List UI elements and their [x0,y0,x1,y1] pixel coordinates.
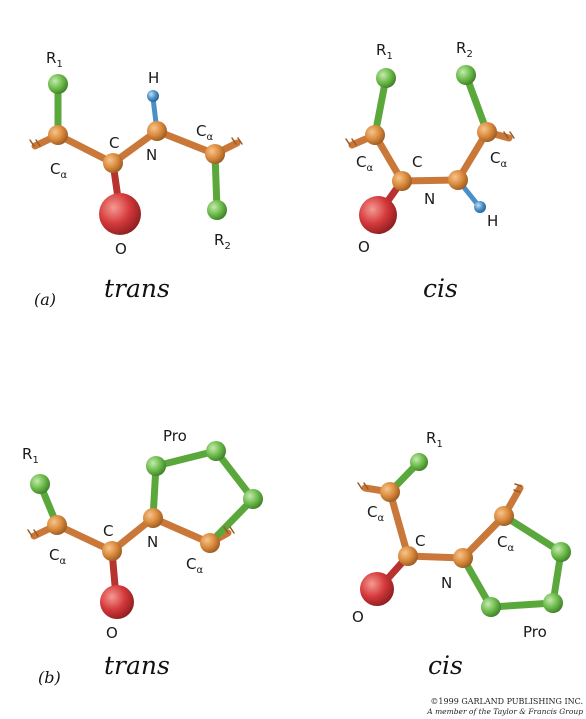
part-label-a: (a) [34,290,56,309]
nitrogen-atom [453,548,473,568]
oxygen-atom [100,585,134,619]
bond-n-ca [153,127,219,158]
carbonyl-carbon-atom [398,546,418,566]
c-alpha-atom [205,144,225,164]
pro-label: Pro [523,623,547,641]
panel-a-cis: R1 R2 Cα C N O H Cα cis [345,39,515,303]
bond-ring [152,447,220,470]
oxygen-atom [360,572,394,606]
h-label: H [148,69,159,87]
ca-label: Cα [196,122,213,143]
n-label: N [146,146,157,164]
nitrogen-atom [147,121,167,141]
pro-label: Pro [163,427,187,445]
c-alpha-atom [477,122,497,142]
cis-caption: cis [428,651,463,680]
bond-ca-c [53,521,116,555]
r1-label: R1 [426,429,443,450]
hydrogen-atom [147,90,159,102]
o-label: O [106,624,118,642]
cis-caption: cis [423,274,458,303]
ca-label: Cα [49,546,66,567]
bond-ring [206,495,257,547]
r1-label: R1 [376,41,393,62]
c-label: C [103,522,113,540]
o-label: O [352,608,364,626]
c-label: C [109,134,119,152]
nitrogen-atom [143,508,163,528]
r2-label: R2 [214,231,231,252]
proline-ring-atom [206,441,226,461]
n-label: N [424,190,435,208]
bond-ring [500,512,565,556]
c-alpha-atom [200,533,220,553]
h-label: H [487,212,498,230]
trans-caption: trans [104,651,170,680]
n-label: N [147,533,158,551]
carbonyl-carbon-atom [392,171,412,191]
o-label: O [358,238,370,256]
ca-label: Cα [356,153,373,174]
r1-atom [376,68,396,88]
r1-atom [48,74,68,94]
ca-label: Cα [490,149,507,170]
c-alpha-atom [380,482,400,502]
part-label-b: (b) [38,668,61,687]
ca-label: Cα [367,503,384,524]
c-label: C [412,153,422,171]
ca-label: Cα [186,555,203,576]
panel-a-trans: R1 H C N Cα Cα O R2 trans [29,49,243,303]
o-label: O [115,240,127,258]
r1-label: R1 [22,445,39,466]
c-alpha-atom [47,515,67,535]
carbonyl-carbon-atom [103,153,123,173]
oxygen-atom [359,196,397,234]
oxygen-atom [99,193,141,235]
proline-ring-atom [243,489,263,509]
r2-atom [207,200,227,220]
c-alpha-atom [494,506,514,526]
ca-label: Cα [497,533,514,554]
bond-ca-c [386,488,412,560]
panel-b-cis: R1 Cα C N Cα O Pro cis [352,429,571,680]
trans-caption: trans [104,274,170,303]
r1-atom [410,453,428,471]
bond-ring [487,599,557,611]
carbonyl-carbon-atom [102,541,122,561]
copyright-subline: A member of the Taylor & Francis Group [426,707,583,716]
bond-ring [212,447,257,503]
c-label: C [415,532,425,550]
ca-label: Cα [50,160,67,181]
proline-ring-atom [481,597,501,617]
proline-ring-atom [146,456,166,476]
r1-atom [30,474,50,494]
proline-ring-atom [551,542,571,562]
r1-label: R1 [46,49,63,70]
bond-ca-c [54,131,117,167]
nitrogen-atom [448,170,468,190]
panel-b-trans: R1 Pro C Cα N Cα O trans [22,427,263,680]
copyright-line: ©1999 GARLAND PUBLISHING INC. [430,697,583,706]
bond-ca-r2 [462,71,491,136]
proline-ring-atom [543,593,563,613]
c-alpha-atom [365,125,385,145]
c-alpha-atom [48,125,68,145]
r2-label: R2 [456,39,473,60]
bond-n-ca [149,514,214,547]
hydrogen-atom [474,201,486,213]
n-label: N [441,574,452,592]
r2-atom [456,65,476,85]
